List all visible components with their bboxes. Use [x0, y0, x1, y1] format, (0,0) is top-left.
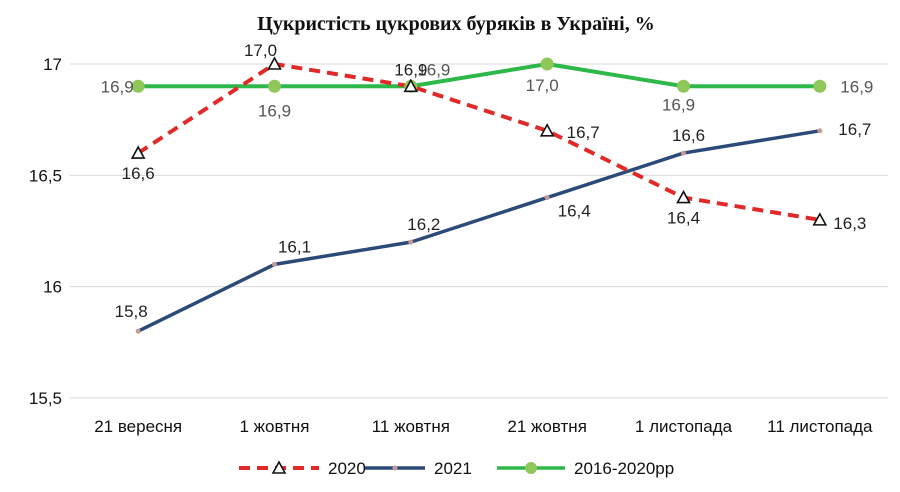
series-2020-marker	[267, 56, 282, 70]
series-2020-marker	[403, 78, 419, 93]
x-category-label: 1 жовтня	[239, 417, 309, 436]
x-category-label: 11 жовтня	[372, 417, 450, 436]
y-tick-label: 16,5	[29, 166, 62, 185]
series-2016-2020-marker	[540, 57, 554, 71]
series-2020-marker	[130, 145, 146, 159]
series-2020-data-label: 16,6	[122, 164, 155, 183]
series-2016-2020-data-label: 16,9	[840, 77, 873, 96]
gridlines	[70, 63, 888, 399]
x-category-label: 11 листопада	[767, 417, 873, 436]
series-2021-marker	[817, 128, 823, 134]
legend-2020-marker	[271, 460, 287, 474]
series-2021-marker	[272, 261, 277, 267]
series-2016-2020-data-label: 16,9	[662, 95, 695, 114]
x-category-label: 21 вересня	[94, 417, 182, 436]
legend-2021-marker	[392, 465, 398, 471]
series-2020-line	[137, 62, 821, 222]
series-lines	[137, 62, 821, 333]
series-2016-2020-marker	[268, 79, 281, 93]
series-2020-data-label: 16,4	[667, 209, 700, 228]
legend-2021-label: 2021	[434, 459, 472, 478]
series-2016-2020-marker	[131, 79, 145, 93]
series-2016-2020-data-label: 16,9	[101, 77, 134, 96]
series-2021-data-label: 15,8	[115, 302, 148, 321]
series-2021-marker	[135, 328, 141, 334]
series-2020-data-label: 16,9	[394, 60, 427, 79]
legend-2020-label: 2020	[328, 459, 366, 478]
series-2016-2020-marker	[677, 79, 690, 93]
y-tick-label: 16	[43, 278, 62, 297]
series-2021-marker	[408, 239, 414, 245]
y-tick-label: 15,5	[29, 389, 62, 408]
series-2020-data-label: 16,7	[567, 123, 600, 142]
series-2016-2020-marker	[813, 79, 827, 93]
y-axis-ticks: 15,5 16 16,5 17	[29, 55, 62, 408]
series-markers	[130, 56, 828, 334]
series-2021-data-label: 16,2	[407, 215, 440, 234]
series-2016-2020-data-label: 16,9	[417, 60, 450, 79]
legend-2016-2020-marker	[525, 462, 537, 474]
series-2021-data-label: 16,4	[558, 202, 591, 221]
x-axis-categories: 21 вересня 1 жовтня 11 жовтня 21 жовтня 1 ли…	[94, 417, 873, 436]
series-2020-marker	[539, 123, 555, 137]
series-2020-marker	[812, 212, 828, 226]
series-2021-marker	[681, 150, 686, 156]
legend-2016-2020-label: 2016-2020рр	[574, 459, 674, 478]
legend: 2020 2021 2016-2020рр	[239, 459, 674, 478]
y-tick-label: 17	[43, 55, 62, 74]
x-category-label: 1 листопада	[635, 417, 733, 436]
x-category-label: 21 жовтня	[507, 417, 587, 436]
series-2016-2020-data-label: 17,0	[526, 76, 559, 95]
series-2021-data-label: 16,7	[838, 120, 871, 139]
series-2020-data-label: 17,0	[244, 41, 277, 60]
chart-title: Цукристість цукрових буряків в Україні, …	[257, 13, 654, 35]
data-labels: 16,916,916,917,016,916,915,816,116,216,4…	[101, 41, 874, 321]
series-2021-data-label: 16,6	[672, 126, 705, 145]
series-2021-line	[137, 129, 821, 333]
series-2016-2020-data-label: 16,9	[258, 101, 291, 120]
series-2021-data-label: 16,1	[278, 237, 311, 256]
series-2020-data-label: 16,3	[833, 214, 866, 233]
series-2016-2020-line	[138, 62, 820, 89]
series-2021-marker	[544, 195, 550, 201]
series-2020-marker	[676, 189, 691, 204]
